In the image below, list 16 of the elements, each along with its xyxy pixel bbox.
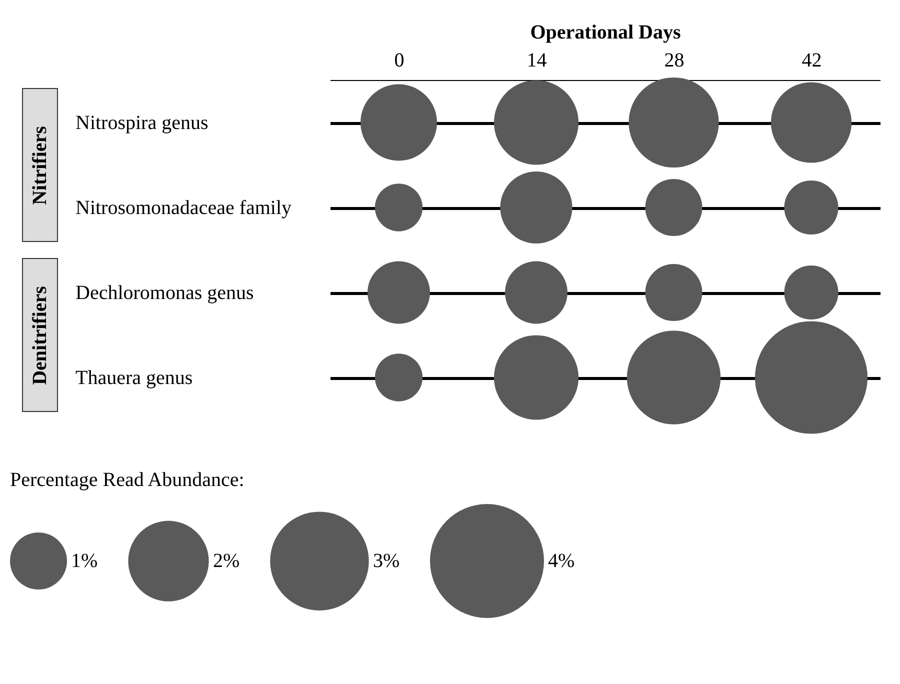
legend-label: 3% [373,550,400,572]
x-tick-label: 42 [802,50,822,72]
legend-label: 1% [71,550,98,572]
y-tick-label: Nitrosomonadaceae family [76,197,292,219]
y-tick-label: Nitrospira genus [76,112,208,134]
x-tick-label: 28 [664,50,684,72]
x-tick-label: 0 [394,50,404,72]
y-tick-label: Thauera genus [76,367,193,389]
text: Denitrifiers [28,286,52,384]
text: Nitrifiers [28,126,52,204]
x-tick-label: 14 [526,50,547,72]
y-tick-label: Dechloromonas genus [76,282,254,304]
legend-label: 4% [548,550,575,572]
x-axis-title: Operational Days [530,22,681,44]
legend-label: 2% [213,550,240,572]
legend-title: Percentage Read Abundance: [10,469,244,491]
